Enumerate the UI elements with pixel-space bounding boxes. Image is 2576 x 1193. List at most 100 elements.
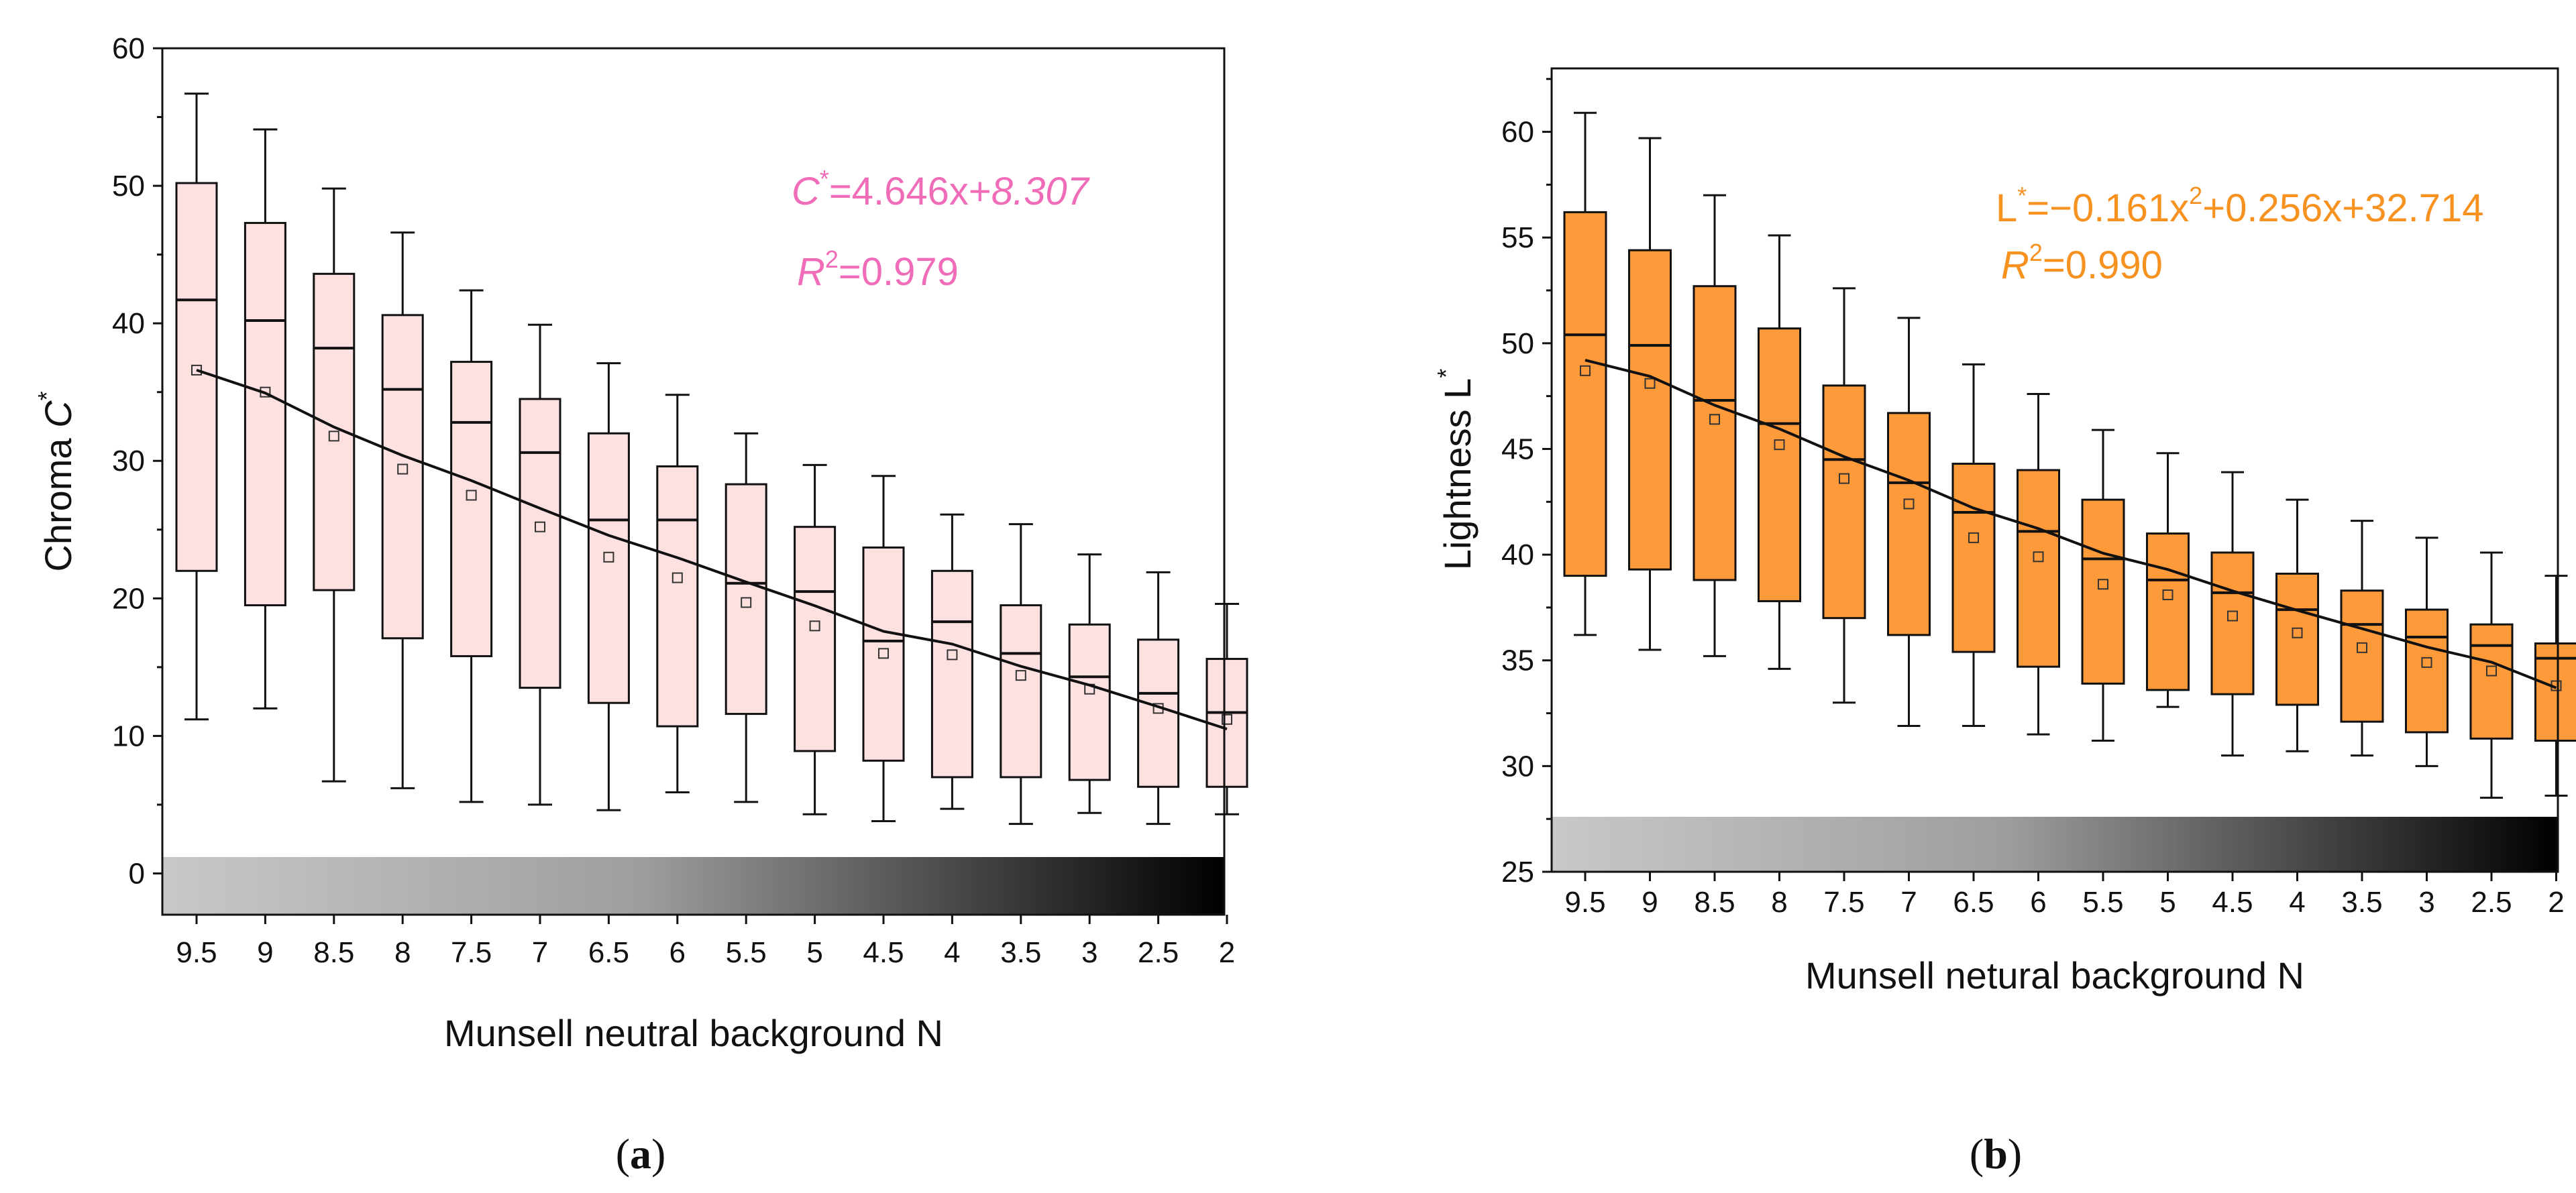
y-tick-label: 35	[1501, 644, 1534, 677]
y-tick-label: 50	[112, 170, 145, 203]
mean-marker	[2227, 610, 2238, 622]
mean-marker	[1015, 670, 1026, 681]
mean-marker	[947, 649, 958, 661]
iqr-box	[1758, 327, 1801, 602]
chart-b: 25 30 35 40 45 50 55 60 9.5 9 8.5 8 7.5 7 6.5 6 5.5 5 4.5…	[1432, 67, 2576, 1178]
iqr-box	[175, 182, 218, 572]
mean-marker	[809, 620, 820, 632]
box-8.5	[313, 187, 356, 783]
iqr-box	[244, 221, 286, 607]
x-tick-label: 2.5	[1138, 936, 1179, 969]
mean-marker	[2162, 589, 2174, 601]
x-tick-label: 4.5	[2212, 886, 2253, 919]
box-5	[794, 463, 837, 815]
box-7	[1887, 317, 1931, 727]
x-tick-label: 2	[2548, 886, 2564, 919]
box-3.5	[2340, 520, 2384, 757]
panel-label-b: (b)	[1970, 1130, 2022, 1178]
y-tick-label: 40	[112, 307, 145, 340]
x-tick-label: 5.5	[2082, 886, 2123, 919]
x-tick-label: 5	[2159, 886, 2176, 919]
mean-marker	[1903, 498, 1915, 510]
iqr-box	[2469, 623, 2514, 740]
iqr-box	[794, 526, 837, 752]
iqr-box	[862, 546, 905, 762]
x-tick-label: 5.5	[726, 936, 767, 969]
iqr-box	[381, 314, 424, 640]
x-tick-label: 8	[1771, 886, 1787, 919]
iqr-box	[2210, 551, 2255, 695]
fit-equation-b: L*=−0.161x2+0.256x+32.714	[1996, 182, 2484, 230]
iqr-box	[587, 432, 630, 704]
y-tick-label: 30	[112, 445, 145, 477]
box-5.5	[2081, 429, 2125, 742]
box-6.5	[587, 362, 630, 811]
iqr-box	[724, 483, 767, 716]
box-8.5	[1693, 194, 1737, 657]
fit-line-a	[196, 369, 1228, 731]
x-tick-label: 2	[1219, 936, 1235, 969]
r-squared-b: R2=0.990	[2001, 239, 2163, 287]
mean-marker	[1839, 473, 1849, 484]
box-6	[656, 394, 699, 793]
r-squared-a: R2=0.979	[797, 245, 959, 294]
iqr-box	[1822, 384, 1866, 620]
x-tick-label: 3	[2418, 886, 2434, 919]
mean-marker	[2357, 642, 2367, 653]
chart-a: 0 10 20 30 40 50 60 9.5 9 8.5 8 7.5 7 6.5 6 5.5 5 4.5 4 3.…	[33, 32, 1248, 1178]
y-tick-label: 60	[112, 32, 145, 65]
x-tick-label: 4	[944, 936, 960, 969]
x-tick-label: 4	[2289, 886, 2305, 919]
fit-line-b	[1585, 359, 2557, 689]
x-tick-label: 2.5	[2471, 886, 2512, 919]
iqr-box	[1887, 412, 1931, 636]
box-8	[1758, 234, 1801, 670]
mean-marker	[1222, 714, 1232, 725]
mean-marker	[1774, 439, 1785, 451]
iqr-box	[1068, 623, 1111, 781]
plot-frame-b	[1550, 67, 2559, 873]
box-3.5	[1000, 523, 1042, 826]
gray-scale-bar-b	[1552, 817, 2558, 872]
mean-marker	[2292, 627, 2303, 638]
iqr-box	[2275, 572, 2319, 706]
iqr-box	[1951, 463, 1996, 653]
box-8	[381, 231, 424, 789]
iqr-box	[2340, 589, 2384, 723]
iqr-box	[930, 569, 973, 779]
x-tick-label: 6.5	[1953, 886, 1994, 919]
box-4	[2275, 498, 2319, 752]
x-tick-label: 7	[532, 936, 548, 969]
box-7.5	[1822, 287, 1866, 704]
mean-marker	[1644, 378, 1656, 389]
x-tick-label: 7	[1900, 886, 1917, 919]
mean-marker	[2421, 657, 2432, 668]
x-tick-label: 3.5	[2341, 886, 2382, 919]
box-5	[2146, 452, 2190, 708]
mean-marker	[1709, 414, 1720, 425]
fit-equation-a: C*=4.646x+8.307	[792, 165, 1091, 213]
box-9	[1628, 137, 1672, 651]
mean-marker	[191, 364, 202, 376]
x-axis-label-b: Munsell netural background N	[1805, 954, 2304, 997]
box-9.5	[175, 93, 218, 721]
x-tick-label: 8.5	[313, 936, 354, 969]
box-9	[244, 128, 286, 709]
mean-marker	[2486, 665, 2497, 677]
iqr-box	[2146, 532, 2190, 691]
mean-marker	[741, 597, 752, 608]
iqr-box	[1563, 211, 1607, 577]
box-6	[2017, 393, 2060, 736]
iqr-box	[2017, 469, 2060, 668]
plot-frame-a	[161, 47, 1226, 916]
box-9.5	[1563, 111, 1607, 636]
y-tick-label: 20	[112, 582, 145, 615]
mean-marker	[1580, 365, 1591, 376]
iqr-box	[656, 465, 699, 728]
mean-marker	[397, 463, 409, 475]
y-tick-label: 55	[1501, 221, 1534, 254]
iqr-box	[1205, 658, 1248, 788]
x-tick-label: 6	[2030, 886, 2046, 919]
mean-marker	[603, 551, 614, 563]
